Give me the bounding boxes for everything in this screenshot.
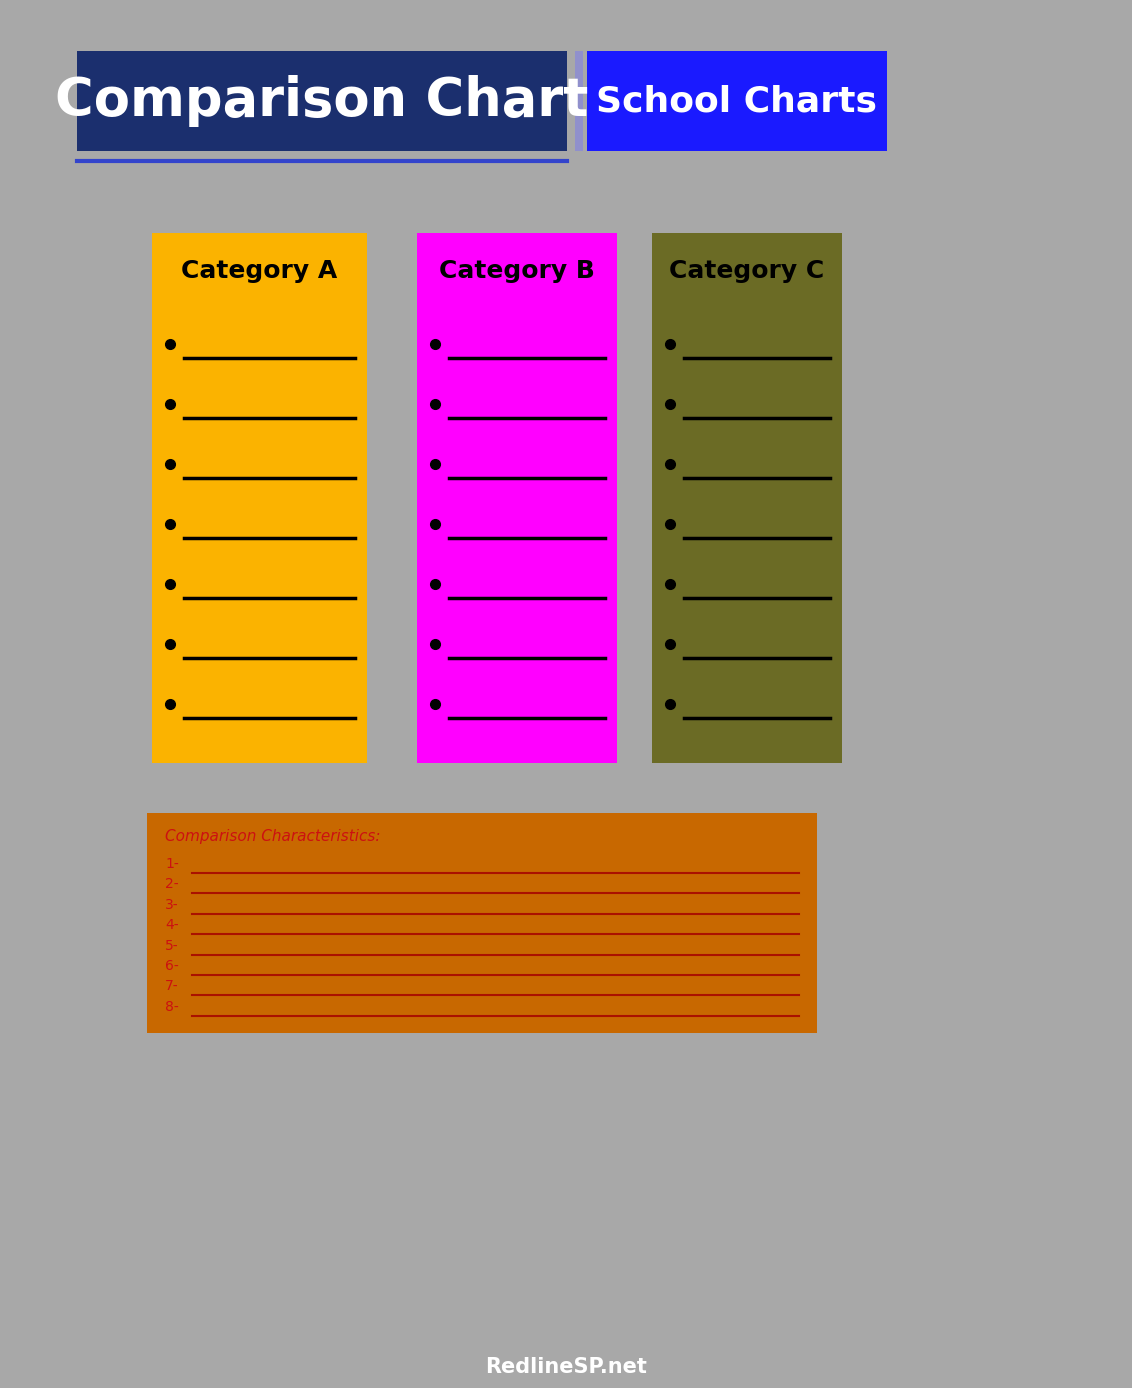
- FancyBboxPatch shape: [147, 813, 817, 1033]
- Text: School Charts: School Charts: [597, 85, 877, 118]
- Text: Category C: Category C: [669, 260, 824, 283]
- FancyBboxPatch shape: [652, 233, 842, 763]
- Text: Comparison Characteristics:: Comparison Characteristics:: [165, 829, 380, 844]
- FancyBboxPatch shape: [77, 51, 567, 151]
- Text: 2-: 2-: [165, 877, 179, 891]
- Text: Category B: Category B: [439, 260, 595, 283]
- FancyBboxPatch shape: [417, 233, 617, 763]
- Text: RedlineSP.net: RedlineSP.net: [486, 1357, 646, 1377]
- FancyBboxPatch shape: [588, 51, 887, 151]
- Text: 7-: 7-: [165, 980, 179, 994]
- FancyBboxPatch shape: [575, 51, 583, 151]
- Text: 1-: 1-: [165, 858, 179, 872]
- Text: Category A: Category A: [181, 260, 337, 283]
- Text: 3-: 3-: [165, 898, 179, 912]
- Text: 5-: 5-: [165, 938, 179, 952]
- Text: Comparison Chart: Comparison Chart: [55, 75, 589, 126]
- Text: 8-: 8-: [165, 999, 179, 1013]
- Text: 4-: 4-: [165, 919, 179, 933]
- Text: 6-: 6-: [165, 959, 179, 973]
- FancyBboxPatch shape: [152, 233, 367, 763]
